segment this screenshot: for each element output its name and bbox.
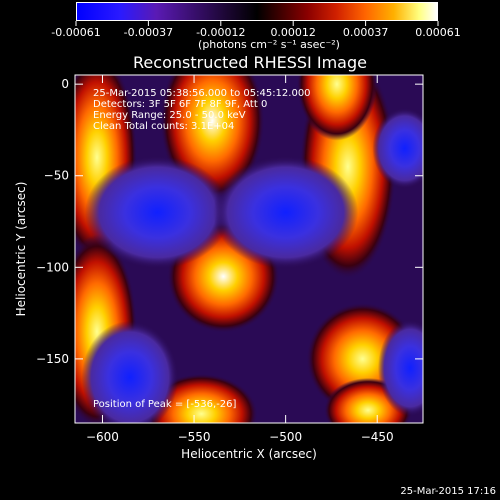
y-tick-label: −100 — [36, 260, 69, 274]
y-tick-label: −50 — [44, 169, 69, 183]
colorbar-tick-label: -0.00037 — [124, 26, 173, 39]
x-tick-label: −550 — [178, 430, 211, 444]
colorbar — [76, 2, 438, 21]
negative-lobe — [377, 319, 423, 417]
colorbar-tick-label: -0.00061 — [51, 26, 100, 39]
plot-axes: −600 −550 −500 −450 0 −50 −100 −150 — [36, 74, 424, 444]
colorbar-ticks: -0.00061 -0.00037 -0.00012 0.00012 0.00037 0.… — [51, 21, 461, 39]
emission-source — [296, 75, 378, 141]
annotations: 25-Mar-2015 05:38:56.000 to 05:45:12.000… — [93, 88, 311, 410]
annotation-line: Energy Range: 25.0 - 50.0 keV — [93, 110, 246, 121]
negative-lobe — [213, 155, 359, 269]
x-tick-label: −500 — [269, 430, 302, 444]
y-tick-label: −150 — [36, 352, 69, 366]
colorbar-tick-label: 0.00037 — [343, 26, 389, 39]
plot-frame — [74, 74, 424, 424]
colorbar-unit-label: (photons cm⁻² s⁻¹ asec⁻²) — [198, 38, 340, 51]
peak-position: Position of Peak = [-536,-26] — [93, 399, 237, 410]
annotation-line: Clean Total counts: 3.1E+04 — [93, 121, 234, 132]
chart-title: Reconstructed RHESSI Image — [133, 53, 367, 72]
y-tick-label: 0 — [61, 77, 69, 91]
heatmap-image — [75, 75, 423, 423]
annotation-line: Detectors: 3F 5F 6F 7F 8F 9F, Att 0 — [93, 99, 267, 110]
x-tick-label: −450 — [361, 430, 394, 444]
x-tick-label: −600 — [86, 430, 119, 444]
footer-timestamp: 25-Mar-2015 17:16 — [400, 486, 496, 497]
colorbar-tick-label: 0.00061 — [415, 26, 461, 39]
x-axis-label: Heliocentric X (arcsec) — [181, 447, 317, 461]
colorbar-tick-label: 0.00012 — [270, 26, 316, 39]
y-axis-label: Heliocentric Y (arcsec) — [14, 182, 28, 317]
negative-lobe — [81, 320, 179, 423]
negative-lobe — [84, 155, 230, 269]
annotation-line: 25-Mar-2015 05:38:56.000 to 05:45:12.000 — [93, 88, 311, 99]
negative-lobe — [372, 107, 423, 189]
colorbar-tick-label: -0.00012 — [196, 26, 245, 39]
